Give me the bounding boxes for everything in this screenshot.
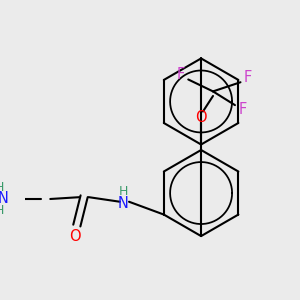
Text: N: N: [118, 196, 129, 211]
Text: O: O: [69, 229, 81, 244]
Text: H: H: [0, 204, 4, 218]
Text: F: F: [177, 68, 185, 82]
Text: H: H: [119, 185, 128, 198]
Text: O: O: [195, 110, 207, 124]
Text: F: F: [244, 70, 252, 85]
Text: H: H: [0, 181, 4, 194]
Text: F: F: [238, 102, 246, 117]
Text: N: N: [0, 191, 9, 206]
